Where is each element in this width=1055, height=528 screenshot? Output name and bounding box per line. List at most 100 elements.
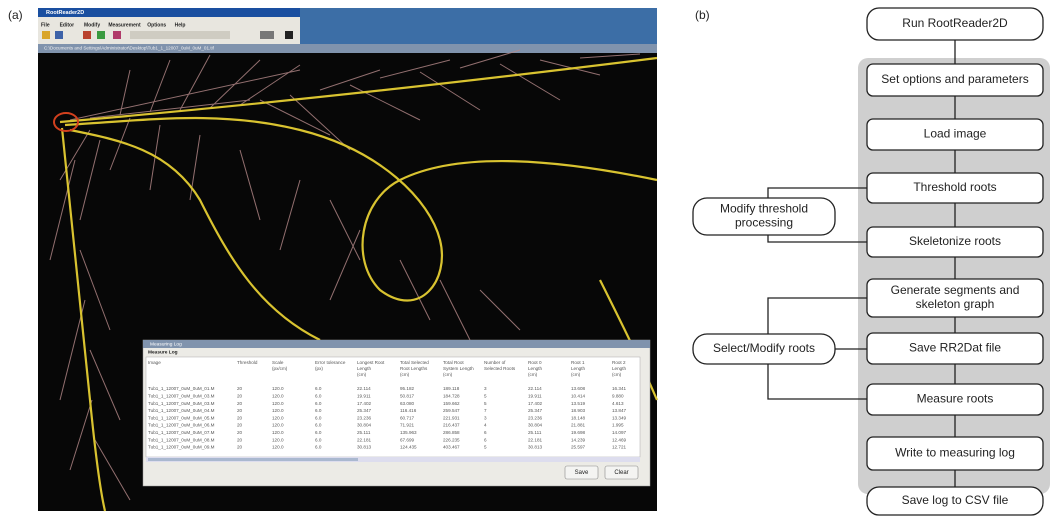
table-cell: 6.0 <box>315 445 322 450</box>
table-cell: 20 <box>237 423 243 428</box>
table-cell: 22.114 <box>528 386 542 391</box>
column-header: Length <box>357 366 371 371</box>
table-cell: 19.911 <box>357 394 371 399</box>
table-cell: 30.804 <box>357 423 371 428</box>
table-cell: 3 <box>484 386 487 391</box>
table-cell: Tub1_1_12007_0uM_0uM_03.M <box>148 401 215 406</box>
table-cell: 22.114 <box>357 386 371 391</box>
table-cell: 6.0 <box>315 401 322 406</box>
table-cell: 67.699 <box>400 437 414 442</box>
button-label: Save <box>575 470 589 476</box>
table-cell: 124.435 <box>400 445 417 450</box>
table-cell: 6.0 <box>315 430 322 435</box>
table-cell: 17.402 <box>528 401 542 406</box>
menu-item[interactable]: Measurement <box>108 22 141 28</box>
table-cell: 120.0 <box>272 408 284 413</box>
table-cell: 116.416 <box>400 408 417 413</box>
node-label: Save RR2Dat file <box>909 341 1001 355</box>
menu-item[interactable]: File <box>41 22 50 28</box>
panel-label: (a) <box>8 8 23 22</box>
table-cell: 20 <box>237 386 243 391</box>
node-label: Set options and parameters <box>881 72 1028 86</box>
table-cell: 6.0 <box>315 408 322 413</box>
node-label: Save log to CSV file <box>902 493 1009 507</box>
table-cell: 135.963 <box>400 430 417 435</box>
table-cell: 30.813 <box>528 445 542 450</box>
table-cell: 50.817 <box>400 394 414 399</box>
figure: (a) RootReader2D FileEditorModifyMeasure… <box>0 0 1055 523</box>
table-cell: 19.698 <box>571 430 585 435</box>
menu-bar: File Editor Modify Measurement Options Help <box>41 22 185 28</box>
table-cell: 10.414 <box>571 394 585 399</box>
toolbar-icon[interactable] <box>285 31 293 39</box>
table-cell: 120.0 <box>272 445 284 450</box>
table-cell: 1.995 <box>612 423 624 428</box>
menu-item[interactable]: Editor <box>60 22 74 28</box>
node-label: Generate segments and <box>891 283 1020 297</box>
table-cell: 12.469 <box>612 437 626 442</box>
table-cell: 120.0 <box>272 423 284 428</box>
table-cell: 120.0 <box>272 415 284 420</box>
table-cell: Tub1_1_12007_0uM_0uM_08.M <box>148 437 215 442</box>
column-header: Longest Root <box>357 360 385 365</box>
table-cell: 159.662 <box>443 401 460 406</box>
table-cell: 22.181 <box>528 437 542 442</box>
column-header: Length <box>571 366 585 371</box>
column-header: Threshold <box>237 360 258 365</box>
table-cell: 9.880 <box>612 394 624 399</box>
table-cell: 20 <box>237 408 243 413</box>
toolbar-icon[interactable] <box>260 31 274 39</box>
column-header: Root Lengths <box>400 366 428 371</box>
table-cell: 25.597 <box>571 445 585 450</box>
table-cell: 13.519 <box>571 401 585 406</box>
toolbar-icon[interactable] <box>113 31 121 39</box>
node-label: Measure roots <box>917 392 994 406</box>
table-cell: 60.717 <box>400 415 414 420</box>
table-cell: 19.911 <box>528 394 542 399</box>
table-cell: 7 <box>484 408 487 413</box>
table-cell: 120.0 <box>272 386 284 391</box>
log-menu[interactable]: Measure Log <box>148 349 178 355</box>
table-cell: 13.349 <box>612 415 626 420</box>
column-header: Number of <box>484 360 506 365</box>
table-cell: 120.0 <box>272 401 284 406</box>
table-cell: Tub1_1_12007_0uM_0uM_06.M <box>148 423 215 428</box>
node-label: Modify threshold <box>720 202 808 216</box>
table-cell: 184.728 <box>443 394 460 399</box>
table-cell: 4 <box>484 423 487 428</box>
table-cell: 286.858 <box>443 430 460 435</box>
table-cell: 22.181 <box>357 437 371 442</box>
table-cell: 6.0 <box>315 437 322 442</box>
table-cell: 221.931 <box>443 415 460 420</box>
table-cell: 17.402 <box>357 401 371 406</box>
toolbar-icon[interactable] <box>55 31 63 39</box>
log-table <box>146 357 640 457</box>
log-window-title: Measuring Log <box>150 341 182 347</box>
node-label: Threshold roots <box>913 180 996 194</box>
menu-item[interactable]: Modify <box>84 22 100 28</box>
table-cell: 403.467 <box>443 445 460 450</box>
toolbar-icon[interactable] <box>42 31 50 39</box>
table-cell: Tub1_1_12007_0uM_0uM_05.M <box>148 415 215 420</box>
table-cell: 30.804 <box>528 423 542 428</box>
column-header: (cm) <box>400 372 410 377</box>
table-cell: 5 <box>484 401 487 406</box>
column-header: (cm) <box>571 372 581 377</box>
column-header: (cm) <box>612 372 622 377</box>
node-label: Select/Modify roots <box>713 341 815 355</box>
scroll-thumb[interactable] <box>148 458 358 461</box>
table-cell: 14.097 <box>612 430 626 435</box>
column-header: Total Root <box>443 360 464 365</box>
panel-label: (b) <box>695 8 710 22</box>
menu-item[interactable]: Help <box>175 22 186 28</box>
column-header: Root 0 <box>528 360 542 365</box>
column-header: Total Selected <box>400 360 429 365</box>
table-cell: 226.235 <box>443 437 460 442</box>
table-cell: 120.0 <box>272 394 284 399</box>
table-cell: 3 <box>484 415 487 420</box>
toolbar-icon[interactable] <box>97 31 105 39</box>
menu-item[interactable]: Options <box>147 22 166 28</box>
toolbar-icon[interactable] <box>83 31 91 39</box>
column-header: Selected Roots <box>484 366 516 371</box>
log-titlebar <box>143 340 650 348</box>
